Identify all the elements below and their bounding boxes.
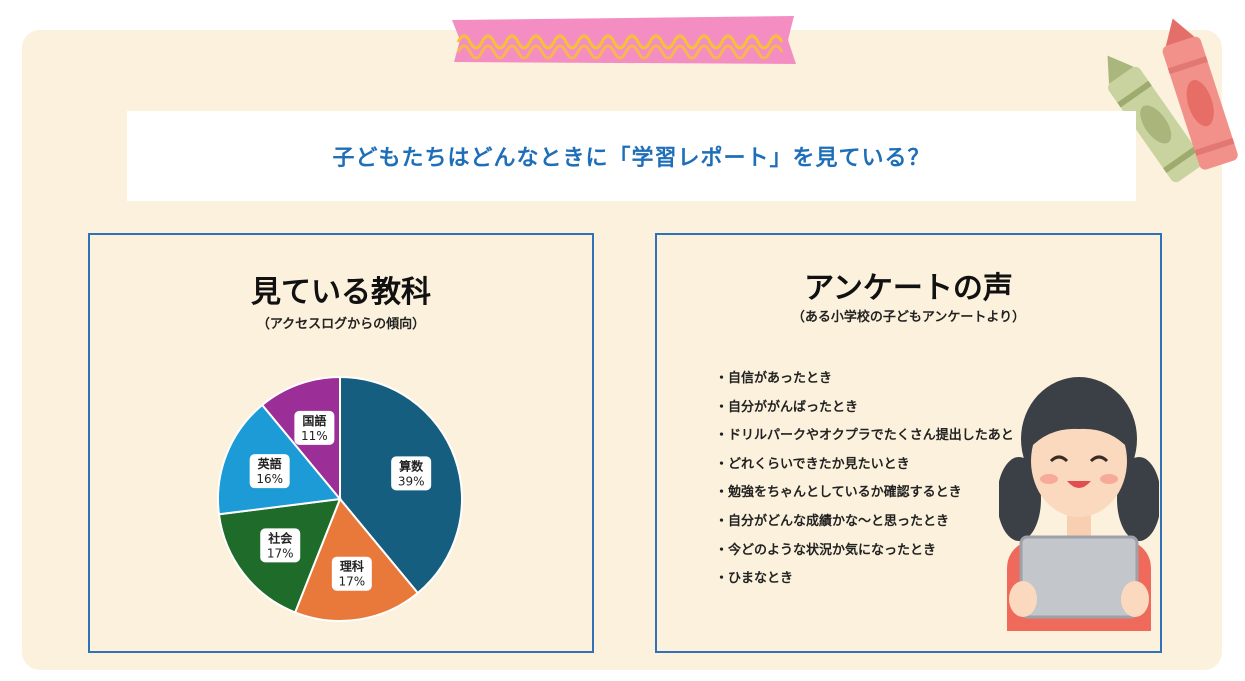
pie-value-label: 39%	[398, 474, 425, 488]
survey-list: ・自信があったとき ・自分ががんばったとき ・ドリルパークやオクプラでたくさん提…	[715, 369, 1014, 598]
pie-value-label: 16%	[256, 472, 283, 486]
survey-subtitle: （ある小学校の子どもアンケートより）	[791, 310, 1026, 325]
title-banner: 子どもたちはどんなときに「学習レポート」を見ている？	[127, 111, 1136, 201]
survey-item: ・今どのような状況か気になったとき	[715, 542, 937, 558]
survey-item: ・自分がどんな成績かな～と思ったとき	[715, 513, 950, 529]
survey-item: ・自分ががんばったとき	[715, 399, 859, 415]
girl-with-tablet-illustration	[999, 377, 1159, 631]
pie-value-label: 17%	[338, 575, 365, 589]
washi-tape-decoration	[452, 16, 796, 64]
subjects-subtitle: （アクセスログからの傾向）	[256, 317, 426, 332]
survey-item: ・自信があったとき	[715, 371, 833, 386]
survey-item: ・どれくらいできたか見たいとき	[715, 456, 910, 472]
pie-category-label: 社会	[267, 530, 293, 545]
survey-item: ・勉強をちゃんとしているか確認するとき	[715, 485, 962, 501]
survey-item: ・ひまなとき	[715, 571, 794, 587]
subjects-panel: 見ている教科 （アクセスログからの傾向） 算数 39% 理科 17% 社会 17% 英語 16…	[88, 233, 594, 653]
pie-category-label: 理科	[340, 559, 364, 574]
survey-title: アンケートの声	[804, 271, 1013, 306]
pie-value-label: 11%	[301, 429, 328, 443]
pie-category-label: 国語	[302, 413, 326, 428]
survey-item: ・ドリルパークやオクプラでたくさん提出したあと	[715, 428, 1014, 444]
page-title: 子どもたちはどんなときに「学習レポート」を見ている？	[332, 146, 931, 171]
subjects-title: 見ている教科	[251, 275, 431, 310]
pie-value-label: 17%	[267, 546, 294, 560]
pie-category-label: 算数	[399, 458, 424, 473]
survey-panel: アンケートの声 （ある小学校の子どもアンケートより） ・自信があったとき ・自分…	[655, 233, 1162, 653]
pie-category-label: 英語	[258, 456, 282, 471]
crayons-decoration	[1107, 18, 1238, 183]
